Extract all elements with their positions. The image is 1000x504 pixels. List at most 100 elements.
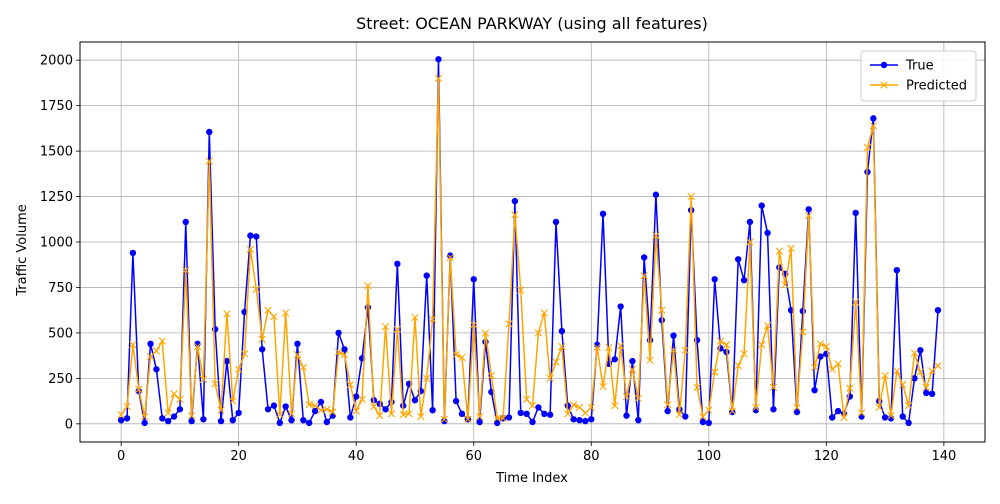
data-point: [394, 260, 401, 268]
data-point: [716, 337, 725, 345]
legend-box: [860, 50, 977, 102]
data-point: [347, 414, 354, 421]
data-point: [629, 357, 636, 365]
data-point: [928, 367, 936, 375]
data-point: [916, 368, 925, 376]
data-point: [593, 343, 601, 352]
data-point: [934, 361, 942, 370]
data-point: [176, 395, 184, 403]
data-point: [405, 410, 413, 418]
data-point: [887, 411, 895, 420]
x-tick-label: 120: [814, 449, 839, 464]
data-point: [475, 412, 484, 421]
data-point: [364, 281, 372, 290]
data-point: [870, 115, 877, 122]
data-point: [258, 346, 266, 353]
data-point: [805, 211, 813, 220]
data-point: [217, 406, 225, 414]
data-point: [799, 307, 807, 315]
legend-label: True: [905, 59, 934, 74]
y-tick-label: 1500: [40, 145, 73, 160]
data-point: [757, 341, 766, 349]
data-point: [458, 410, 466, 418]
data-point: [323, 405, 331, 413]
data-point: [353, 393, 360, 400]
data-point: [123, 402, 131, 411]
data-point: [534, 329, 543, 337]
data-point: [922, 383, 930, 392]
data-point: [152, 347, 161, 355]
data-point: [805, 206, 812, 213]
data-point: [470, 276, 477, 283]
data-point: [440, 415, 449, 423]
data-point: [846, 384, 854, 393]
data-point: [934, 306, 942, 314]
y-tick-label: 500: [48, 326, 73, 341]
data-point: [276, 411, 284, 419]
data-point: [863, 143, 872, 152]
data-point: [258, 335, 266, 343]
legend-marker: [880, 81, 888, 89]
data-point: [634, 394, 642, 403]
data-point: [329, 412, 336, 419]
data-point: [705, 419, 712, 427]
data-point: [452, 351, 460, 359]
data-point: [187, 411, 196, 420]
data-point: [311, 407, 319, 415]
data-point: [588, 416, 595, 423]
data-point: [253, 233, 260, 240]
data-point: [141, 419, 148, 427]
data-point: [170, 390, 178, 398]
data-point: [734, 256, 742, 263]
data-point: [234, 365, 243, 373]
data-point: [623, 412, 630, 419]
data-point: [734, 361, 742, 370]
data-point: [217, 417, 225, 425]
data-point: [153, 366, 160, 373]
data-point: [710, 368, 719, 376]
data-point: [176, 406, 184, 413]
data-point: [146, 352, 155, 361]
data-point: [270, 402, 278, 409]
x-axis-title: Time Index: [495, 471, 568, 486]
data-point: [299, 363, 308, 372]
y-tick-label: 250: [48, 372, 73, 387]
data-point: [787, 244, 795, 253]
data-point: [852, 298, 860, 306]
data-point: [223, 310, 231, 318]
data-point: [246, 245, 255, 253]
data-point: [229, 397, 237, 405]
data-point: [699, 412, 707, 421]
data-point: [811, 386, 818, 394]
data-point: [147, 340, 154, 348]
y-tick-label: 1250: [40, 190, 73, 205]
data-point: [170, 413, 178, 420]
data-point: [576, 416, 583, 424]
data-point: [399, 411, 407, 419]
data-point: [199, 375, 208, 383]
data-point: [288, 416, 295, 424]
y-tick-label: 750: [48, 281, 73, 296]
data-point: [470, 321, 478, 329]
y-tick-label: 0: [65, 417, 73, 432]
data-point: [281, 309, 290, 317]
axis-ticks: 0 20 40 60 80 100 120 140 0 250 500 750 1000 1250 1500…: [40, 54, 956, 464]
data-point: [911, 375, 918, 382]
legend-label: Predicted: [906, 79, 967, 94]
data-point: [711, 276, 718, 283]
data-point: [323, 418, 331, 426]
data-point: [740, 276, 748, 284]
data-point: [658, 306, 666, 314]
data-point: [746, 218, 754, 226]
data-point: [370, 402, 378, 411]
series-true: [117, 56, 942, 427]
data-point: [229, 416, 236, 424]
data-point: [746, 238, 754, 246]
data-point: [511, 197, 519, 205]
data-point: [159, 415, 166, 422]
data-point: [570, 416, 577, 423]
data-point: [605, 343, 613, 352]
data-point: [411, 396, 419, 404]
data-point: [729, 408, 736, 416]
